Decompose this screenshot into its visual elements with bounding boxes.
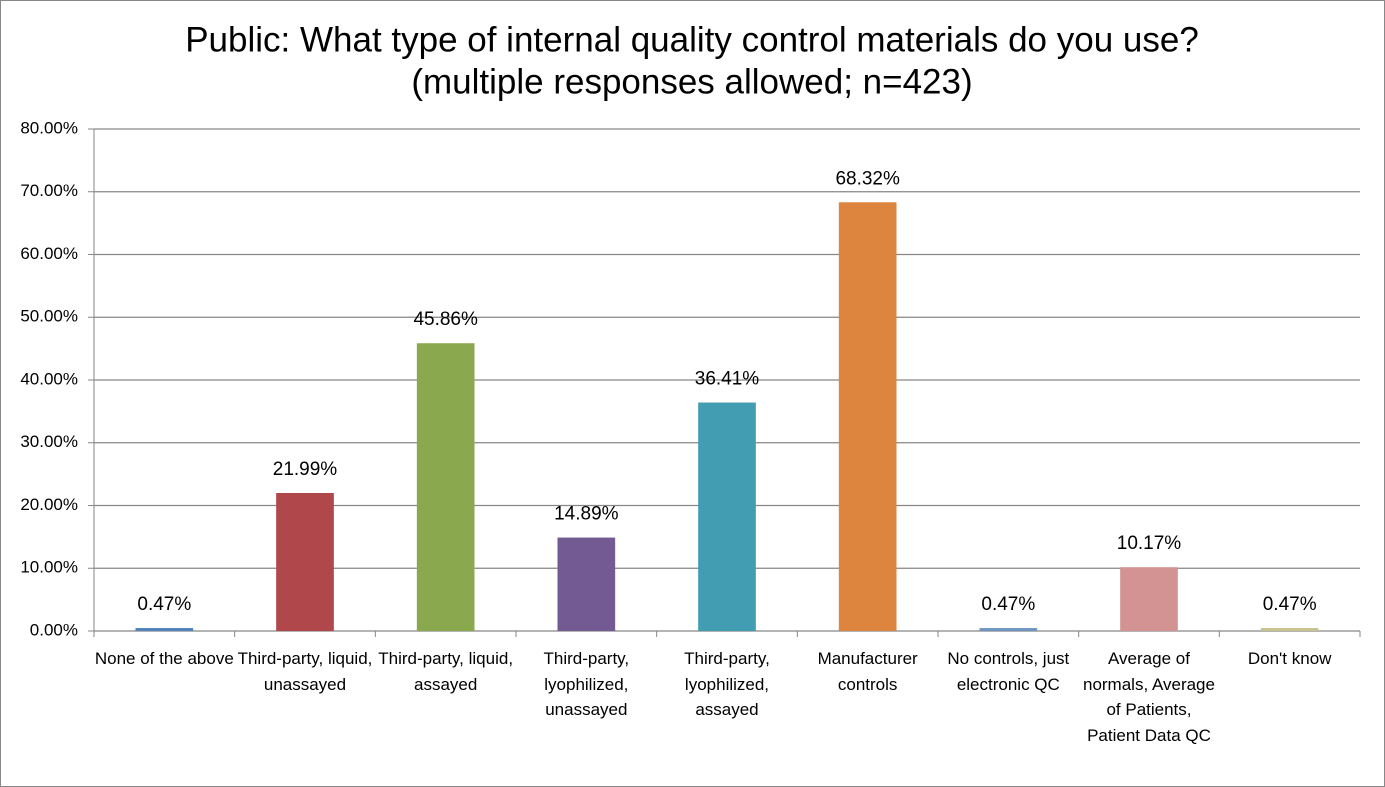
x-tick-label: Third-party, lyophilized, assayed: [684, 649, 770, 719]
x-tick-label: Third-party, lyophilized, unassayed: [543, 649, 630, 719]
data-label: 0.47%: [137, 594, 191, 615]
data-label: 45.86%: [413, 309, 478, 330]
bar: [416, 343, 475, 631]
bar: [135, 628, 194, 631]
x-tick-label: Third-party, liquid, assayed: [378, 649, 514, 694]
bar: [1260, 628, 1319, 631]
y-tick-label: 70.00%: [20, 181, 78, 200]
y-tick-label: 0.00%: [30, 620, 78, 639]
data-label: 0.47%: [1263, 594, 1317, 615]
bar: [698, 402, 756, 631]
y-tick-label: 40.00%: [20, 369, 78, 388]
y-tick-label: 10.00%: [20, 558, 78, 577]
bar: [276, 493, 334, 631]
y-tick-label: 20.00%: [20, 495, 78, 514]
x-tick-label: Third-party, liquid, unassayed: [237, 649, 373, 694]
bar: [979, 628, 1038, 631]
data-label: 68.32%: [835, 168, 900, 189]
x-tick-label: No controls, just electronic QC: [947, 649, 1070, 694]
data-label: 14.89%: [554, 504, 619, 525]
y-tick-label: 80.00%: [20, 118, 78, 137]
y-tick-label: 30.00%: [20, 432, 78, 451]
bar: [557, 537, 616, 631]
x-tick-label: None of the above: [94, 649, 234, 668]
chart-subtitle: (multiple responses allowed; n=423): [411, 62, 972, 101]
bar: [1120, 567, 1178, 631]
y-tick-label: 50.00%: [20, 307, 78, 326]
x-tick-label: Manufacturer controls: [817, 649, 918, 694]
data-label: 10.17%: [1117, 533, 1182, 554]
x-tick-label: Don't know: [1247, 649, 1332, 668]
bar: [838, 202, 897, 632]
chart-title: Public: What type of internal quality co…: [185, 20, 1199, 59]
y-tick-label: 60.00%: [20, 244, 78, 263]
data-label: 0.47%: [981, 594, 1035, 615]
data-label: 36.41%: [695, 369, 760, 390]
data-label: 21.99%: [273, 459, 338, 480]
x-tick-label: Average of normals, Average of Patients,…: [1082, 649, 1215, 745]
